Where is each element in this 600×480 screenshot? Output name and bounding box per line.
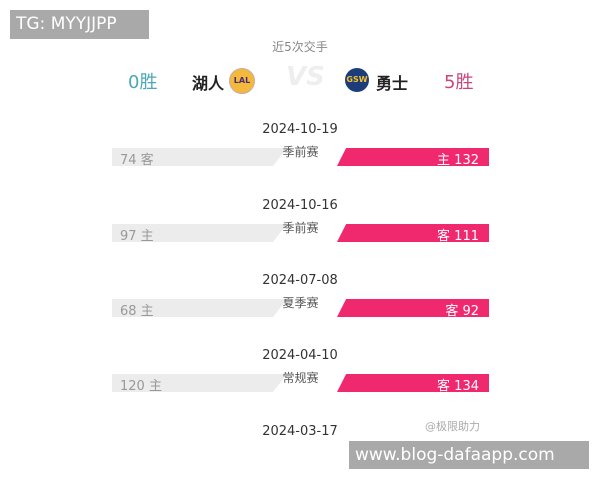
warriors-score-bar <box>337 148 489 166</box>
vs-icon: VS <box>286 62 325 92</box>
left-team-name[interactable]: 湖人 <box>192 74 225 93</box>
lakers-score-bar <box>112 374 287 392</box>
lakers-score: 68 主 <box>120 304 154 319</box>
lakers-score: 97 主 <box>120 229 154 244</box>
game-type: 季前赛 <box>282 145 319 159</box>
game-type: 常规赛 <box>282 371 319 385</box>
warriors-score-bar <box>337 299 489 317</box>
warriors-score: 客 92 <box>445 304 479 319</box>
lakers-score-bar <box>112 224 287 242</box>
game-row[interactable]: 120 主 常规赛 客 134 <box>112 371 489 394</box>
warriors-score: 主 132 <box>437 153 479 168</box>
left-wins: 0胜 <box>128 72 158 93</box>
game-date: 2024-07-08 <box>262 273 338 288</box>
url-overlay: www.blog-dafaapp.com <box>349 441 589 469</box>
lakers-logo-icon: LAL <box>229 68 255 94</box>
watermark: @极限助力 <box>425 420 480 433</box>
game-date: 2024-10-16 <box>262 198 338 213</box>
right-wins: 5胜 <box>444 72 474 93</box>
game-date: 2024-10-19 <box>262 122 338 137</box>
warriors-score-bar <box>337 374 489 392</box>
section-subtitle: 近5次交手 <box>272 40 328 54</box>
game-type: 季前赛 <box>282 221 319 235</box>
warriors-score: 客 111 <box>437 229 479 244</box>
game-date: 2024-04-10 <box>262 348 338 363</box>
game-row[interactable]: 68 主 夏季赛 客 92 <box>112 296 489 319</box>
right-team-name[interactable]: 勇士 <box>376 74 409 93</box>
game-date: 2024-03-17 <box>262 424 338 439</box>
warriors-score: 客 134 <box>437 379 479 394</box>
tg-overlay: TG: MYYJJPP <box>10 10 149 39</box>
warriors-logo-icon: GSW <box>345 68 369 92</box>
game-row[interactable]: 74 客 季前赛 主 132 <box>112 145 489 168</box>
lakers-score-bar <box>112 299 287 317</box>
game-type: 夏季赛 <box>282 296 319 310</box>
lakers-score: 74 客 <box>120 153 154 168</box>
lakers-score: 120 主 <box>120 379 162 394</box>
warriors-score-bar <box>337 224 489 242</box>
game-row[interactable]: 97 主 季前赛 客 111 <box>112 221 489 244</box>
lakers-score-bar <box>112 148 287 166</box>
